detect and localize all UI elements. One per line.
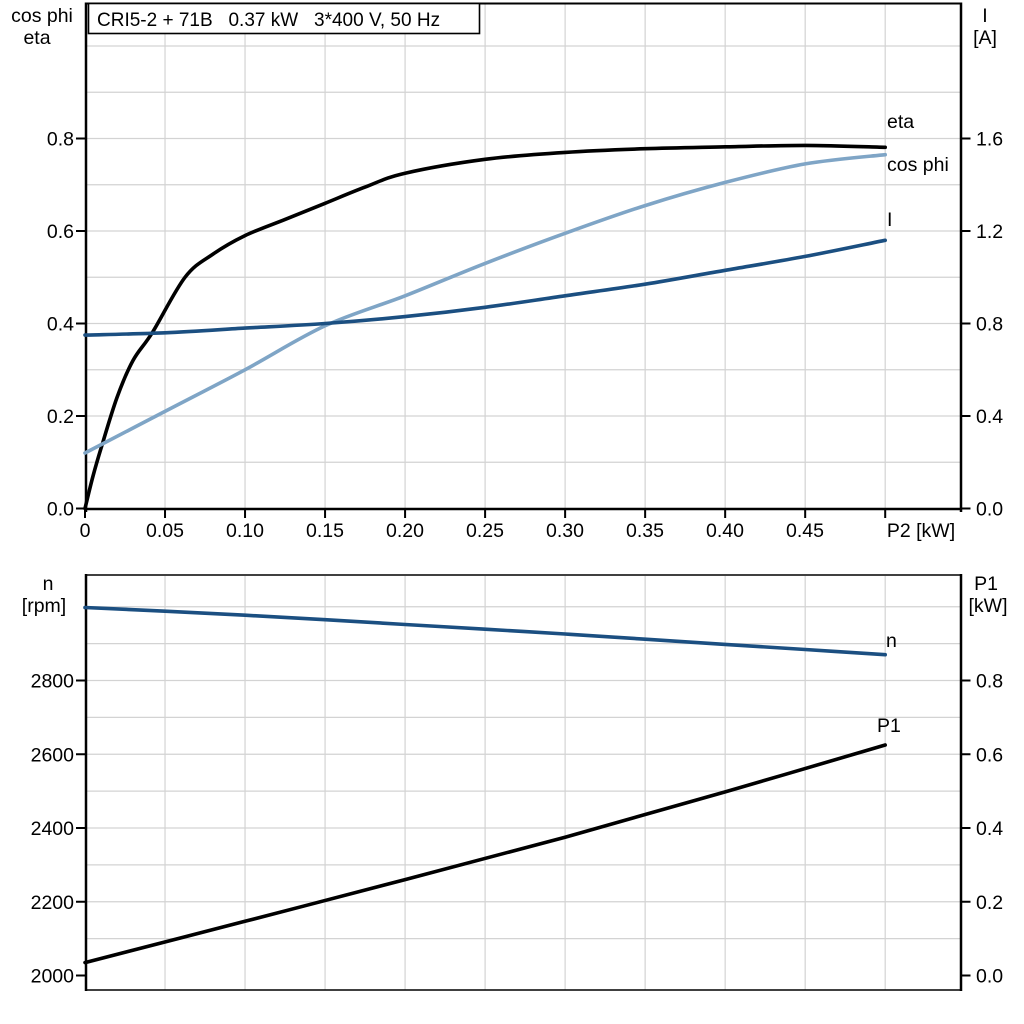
top-ytick-right: 0.8 xyxy=(976,314,1003,336)
bottom-grid xyxy=(87,576,960,990)
eta-curve xyxy=(83,143,887,511)
top-xtick: 0.25 xyxy=(466,520,504,542)
top-right-axis-title-line2: [A] xyxy=(973,27,997,49)
top-xtick: 0.05 xyxy=(146,520,184,542)
top-ytick-right: 1.2 xyxy=(976,221,1003,243)
top-right-axis-title-line1: I xyxy=(982,5,987,27)
top-ytick-right: 0.0 xyxy=(976,499,1003,521)
top-ytick-right: 0.4 xyxy=(976,406,1003,428)
bottom-left-axis-title-line2: [rpm] xyxy=(22,595,66,617)
bottom-ytick-right: 0.8 xyxy=(976,671,1003,693)
speed-curve xyxy=(83,605,887,657)
top-xtick: 0.45 xyxy=(786,520,824,542)
bottom-ytick-right: 0.6 xyxy=(976,744,1003,766)
bottom-right-axis-title-line1: P1 xyxy=(974,573,998,595)
bottom-ytick-right: 0.4 xyxy=(976,818,1003,840)
bottom-ytick-left: 2000 xyxy=(31,966,75,988)
top-left-axis-title-line1: cos phi xyxy=(11,5,73,27)
bottom-chart: n [rpm] P1 [kW] 2000 2200 2400 2600 2800… xyxy=(22,573,1008,991)
top-xtick: 0.15 xyxy=(306,520,344,542)
top-xtick: 0.30 xyxy=(546,520,584,542)
top-left-axis-title-line2: eta xyxy=(23,27,50,49)
top-curves xyxy=(83,143,887,511)
p1-curve-label: P1 xyxy=(877,715,901,737)
bottom-ytick-left: 2600 xyxy=(31,744,75,766)
bottom-left-axis-title-line1: n xyxy=(43,573,54,595)
current-curve-label: I xyxy=(887,209,892,231)
top-ytick-left: 0.8 xyxy=(47,129,74,151)
top-xtick: 0.10 xyxy=(226,520,264,542)
chart-title-box xyxy=(87,2,481,35)
top-xtick: 0.20 xyxy=(386,520,424,542)
top-ytick-left: 0.2 xyxy=(47,406,74,428)
top-xtick: 0.35 xyxy=(626,520,664,542)
speed-curve-label: n xyxy=(886,630,897,652)
top-xtick: 0 xyxy=(80,520,91,542)
cos-phi-curve-label: cos phi xyxy=(887,154,949,176)
x-axis-title: P2 [kW] xyxy=(887,520,955,542)
bottom-right-axis-title-line2: [kW] xyxy=(969,595,1008,617)
top-ytick-left: 0.6 xyxy=(47,221,74,243)
bottom-curves xyxy=(83,605,887,965)
bottom-ytick-left: 2800 xyxy=(31,671,75,693)
top-ytick-right: 1.6 xyxy=(976,129,1003,151)
eta-curve-label: eta xyxy=(887,111,914,133)
top-ytick-left: 0.0 xyxy=(47,499,74,521)
top-ytick-left: 0.4 xyxy=(47,314,74,336)
bottom-ytick-left: 2400 xyxy=(31,818,75,840)
p1-curve xyxy=(83,743,887,965)
current-curve xyxy=(83,238,887,337)
cos-phi-curve xyxy=(83,152,887,455)
bottom-ytick-right: 0.0 xyxy=(976,966,1003,988)
top-grid xyxy=(87,4,960,508)
top-chart: cos phi eta I [A] CRI5-2 + 71B 0.37 kW 3… xyxy=(11,2,1003,542)
top-xtick: 0.40 xyxy=(706,520,744,542)
bottom-ytick-left: 2200 xyxy=(31,892,75,914)
bottom-ticks xyxy=(76,679,971,977)
top-ticks xyxy=(76,137,971,518)
bottom-ytick-right: 0.2 xyxy=(976,892,1003,914)
chart-title: CRI5-2 + 71B 0.37 kW 3*400 V, 50 Hz xyxy=(97,10,440,31)
